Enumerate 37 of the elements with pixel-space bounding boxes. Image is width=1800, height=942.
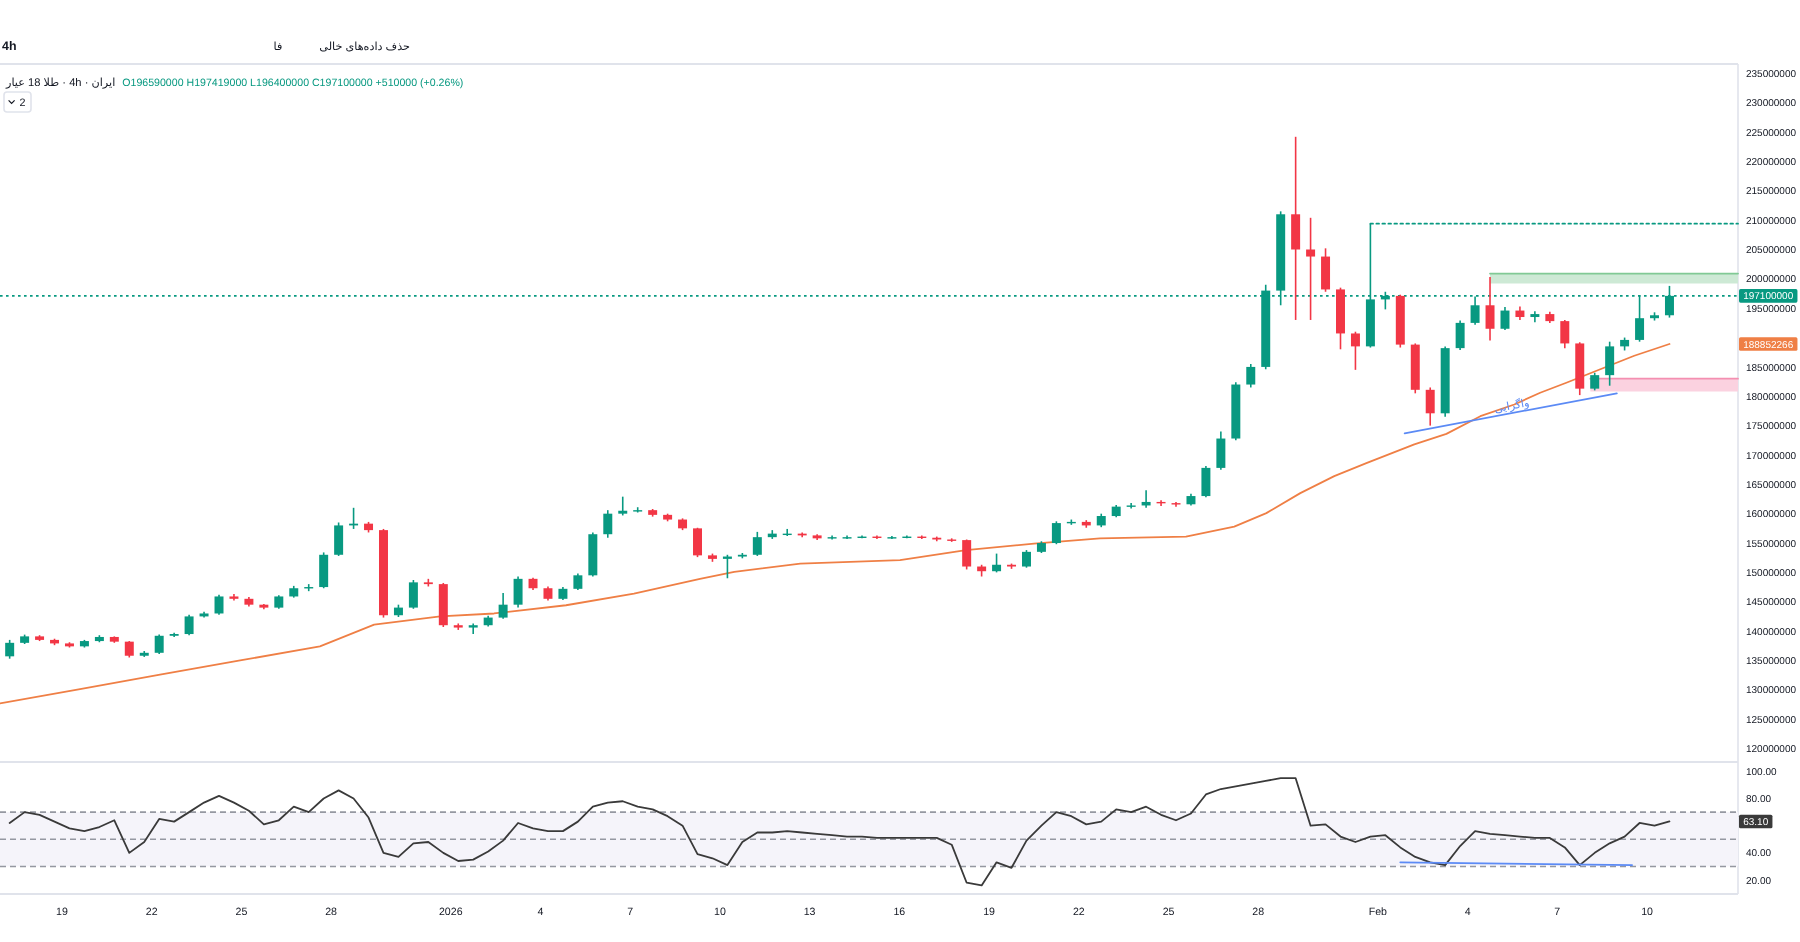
candlestick [1306,217,1316,321]
candlestick [1201,465,1211,499]
candlestick [603,509,613,539]
candlestick [1410,342,1420,395]
candlestick [214,593,224,616]
candlestick [1560,319,1570,349]
candlestick [693,526,702,558]
candlestick [468,622,478,635]
candlestick [1425,386,1435,427]
candlestick [1291,136,1301,321]
line-series [0,343,1671,705]
candlestick [962,538,972,571]
candlestick [408,579,418,610]
candlestick [633,506,643,514]
candlestick [1216,430,1226,471]
candlestick [334,521,344,557]
candlestick [498,592,508,620]
candlestick [1336,286,1345,351]
candlestick [1605,340,1615,387]
candlestick [438,582,448,628]
line-series [8,777,1671,887]
candlestick [1246,363,1256,389]
candlestick [1051,520,1061,545]
candlestick [992,552,1002,574]
candlestick [1321,247,1331,293]
candlestick [1485,276,1495,342]
candlestick [5,639,15,660]
candlestick [1575,341,1585,396]
candlestick [588,531,598,578]
candlestick [752,531,762,557]
candlestick [618,495,628,517]
candlestick [154,633,164,655]
candlestick [184,613,194,636]
candlestick [1350,330,1360,371]
candlestick [1455,319,1465,351]
candlestick [513,575,523,609]
candlestick [319,551,329,590]
